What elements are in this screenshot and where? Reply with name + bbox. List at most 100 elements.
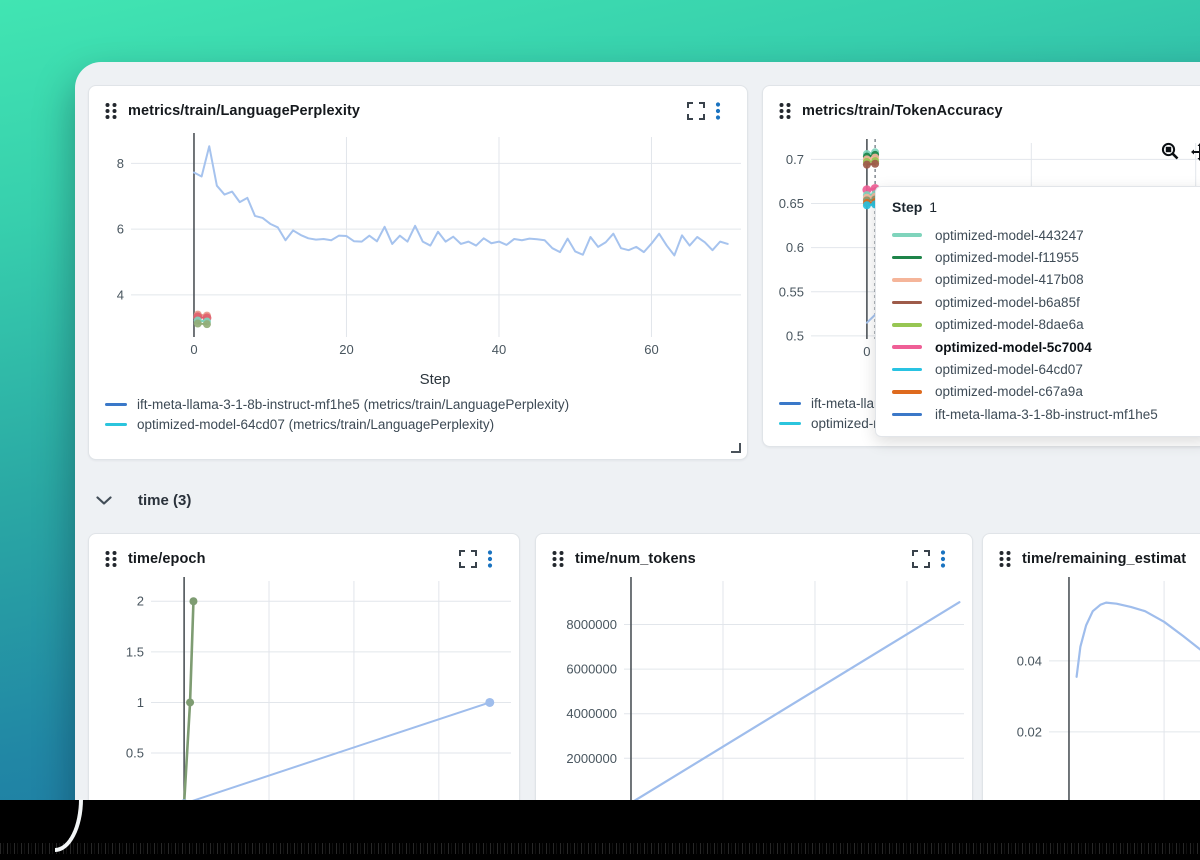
svg-text:0.5: 0.5 — [126, 746, 144, 761]
tooltip-swatch-icon — [892, 345, 922, 349]
tooltip-label: optimized-model-b6a85f — [935, 294, 1080, 310]
drag-handle-icon[interactable] — [998, 549, 1012, 569]
svg-text:0: 0 — [190, 342, 197, 357]
svg-text:0.04: 0.04 — [1017, 653, 1042, 668]
tooltip-label: ift-meta-llama-3-1-8b-instruct-mf1he5 — [935, 406, 1158, 422]
legend-item: optimized-model-64cd07 (metrics/train/La… — [105, 417, 747, 432]
tooltip-item: ift-meta-llama-3-1-8b-instruct-mf1he5 — [892, 403, 1194, 425]
legend-swatch-icon — [105, 422, 127, 427]
expand-icon[interactable] — [459, 550, 477, 568]
panel-header: metrics/train/TokenAccuracy — [763, 86, 1200, 121]
svg-text:20: 20 — [339, 342, 353, 357]
svg-text:0: 0 — [863, 344, 870, 359]
panel-header: time/remaining_estimat — [983, 534, 1200, 569]
drag-handle-icon[interactable] — [778, 101, 792, 121]
tooltip-item: optimized-model-443247 — [892, 224, 1194, 246]
tooltip-swatch-icon — [892, 323, 922, 327]
tooltip-item: optimized-model-c67a9a — [892, 381, 1194, 403]
tooltip-swatch-icon — [892, 233, 922, 237]
tooltip-items: optimized-model-443247 optimized-model-f1… — [892, 224, 1194, 426]
panel-time-remaining: time/remaining_estimat 0.02 0.04 — [982, 533, 1200, 833]
legend-label: ift-meta-llama-3-1-8b-instruct-mf1he5 (m… — [137, 397, 570, 412]
svg-text:2000000: 2000000 — [566, 751, 617, 766]
panel-header: metrics/train/LanguagePerplexity — [89, 86, 747, 121]
svg-text:0.65: 0.65 — [779, 196, 804, 211]
tooltip-label: optimized-model-443247 — [935, 227, 1084, 243]
kebab-menu-icon[interactable] — [715, 101, 721, 121]
svg-text:6000000: 6000000 — [566, 662, 617, 677]
x-axis-label: Step — [419, 371, 451, 388]
legend-swatch-icon — [105, 402, 127, 407]
tooltip-swatch-icon — [892, 367, 922, 372]
svg-text:0.5: 0.5 — [786, 328, 804, 343]
tooltip-label: optimized-model-c67a9a — [935, 384, 1083, 400]
bottom-black-band — [0, 800, 1200, 860]
drag-handle-icon[interactable] — [104, 101, 118, 121]
panel-title: time/remaining_estimat — [1022, 551, 1187, 567]
svg-text:4000000: 4000000 — [566, 706, 617, 721]
tooltip-item: optimized-model-f11955 — [892, 246, 1194, 268]
svg-text:1.5: 1.5 — [126, 644, 144, 659]
tooltip-item: optimized-model-8dae6a — [892, 314, 1194, 336]
tooltip-swatch-icon — [892, 300, 922, 305]
zoom-icon[interactable] — [1161, 142, 1180, 161]
svg-text:1: 1 — [137, 695, 144, 710]
expand-icon[interactable] — [687, 102, 705, 120]
panel-time-epoch: time/epoch 0.5 1 1.5 2 — [88, 533, 520, 833]
legend: ift-meta-llama-3-1-8b-instruct-mf1he5 (m… — [89, 397, 747, 432]
expand-icon[interactable] — [912, 550, 930, 568]
panel-language-perplexity: metrics/train/LanguagePerplexity 4 6 8 0 20 4… — [88, 85, 748, 460]
legend-item: ift-meta-llama-3-1-8b-instruct-mf1he5 (m… — [105, 397, 747, 412]
tooltip-item: optimized-model-b6a85f — [892, 291, 1194, 313]
section-label: time (3) — [138, 492, 192, 509]
drag-handle-icon[interactable] — [104, 549, 118, 569]
chart-time-remaining[interactable]: 0.02 0.04 — [983, 575, 1200, 833]
svg-text:4: 4 — [117, 287, 124, 302]
panel-title: metrics/train/LanguagePerplexity — [128, 103, 361, 119]
panel-title: time/num_tokens — [575, 551, 696, 567]
chart-tooltip: Step 1 optimized-model-443247 optimized-m… — [875, 186, 1200, 437]
tooltip-label: optimized-model-f11955 — [935, 250, 1079, 266]
kebab-menu-icon[interactable] — [940, 549, 946, 569]
section-header-time: time (3) — [96, 492, 191, 509]
tooltip-step-value: 1 — [929, 199, 938, 215]
svg-text:8: 8 — [117, 156, 124, 171]
svg-text:60: 60 — [644, 342, 658, 357]
tooltip-label: optimized-model-64cd07 — [935, 362, 1083, 378]
tooltip-label: optimized-model-8dae6a — [935, 317, 1084, 333]
legend-swatch-icon — [779, 421, 801, 426]
panel-header: time/num_tokens — [536, 534, 972, 569]
svg-text:8000000: 8000000 — [566, 617, 617, 632]
grain-edge — [0, 843, 1200, 854]
chevron-down-icon[interactable] — [96, 496, 112, 505]
pan-icon[interactable] — [1191, 142, 1200, 161]
tooltip-item: optimized-model-5c7004 — [892, 336, 1194, 358]
tooltip-item: optimized-model-417b08 — [892, 269, 1194, 291]
tooltip-swatch-icon — [892, 412, 922, 417]
tooltip-label: optimized-model-5c7004 — [935, 339, 1092, 355]
legend-swatch-icon — [779, 401, 801, 406]
tooltip-step-label: Step — [892, 199, 923, 215]
panel-header: time/epoch — [89, 534, 519, 569]
chart-time-num-tokens[interactable]: 2000000 4000000 6000000 8000000 — [536, 575, 974, 833]
resize-handle[interactable] — [731, 443, 741, 453]
svg-text:0.7: 0.7 — [786, 152, 804, 167]
panel-time-num-tokens: time/num_tokens 2000000 4000000 6000000 800… — [535, 533, 973, 833]
chart-time-epoch[interactable]: 0.5 1 1.5 2 — [89, 575, 521, 833]
kebab-menu-icon[interactable] — [487, 549, 493, 569]
drag-handle-icon[interactable] — [551, 549, 565, 569]
tooltip-title: Step 1 — [892, 199, 1194, 215]
chart-modebar — [1161, 142, 1200, 161]
tooltip-swatch-icon — [892, 255, 922, 260]
svg-text:40: 40 — [492, 342, 506, 357]
tooltip-swatch-icon — [892, 278, 922, 282]
panel-title: metrics/train/TokenAccuracy — [802, 103, 1003, 119]
svg-text:6: 6 — [117, 222, 124, 237]
chart-language-perplexity[interactable]: 4 6 8 0 20 40 60 — [89, 131, 749, 363]
tooltip-label: optimized-model-417b08 — [935, 272, 1084, 288]
svg-text:2: 2 — [137, 594, 144, 609]
legend-label: optimized-model-64cd07 (metrics/train/La… — [137, 417, 495, 432]
svg-text:0.55: 0.55 — [779, 284, 804, 299]
svg-text:0.02: 0.02 — [1017, 724, 1042, 739]
svg-text:0.6: 0.6 — [786, 240, 804, 255]
